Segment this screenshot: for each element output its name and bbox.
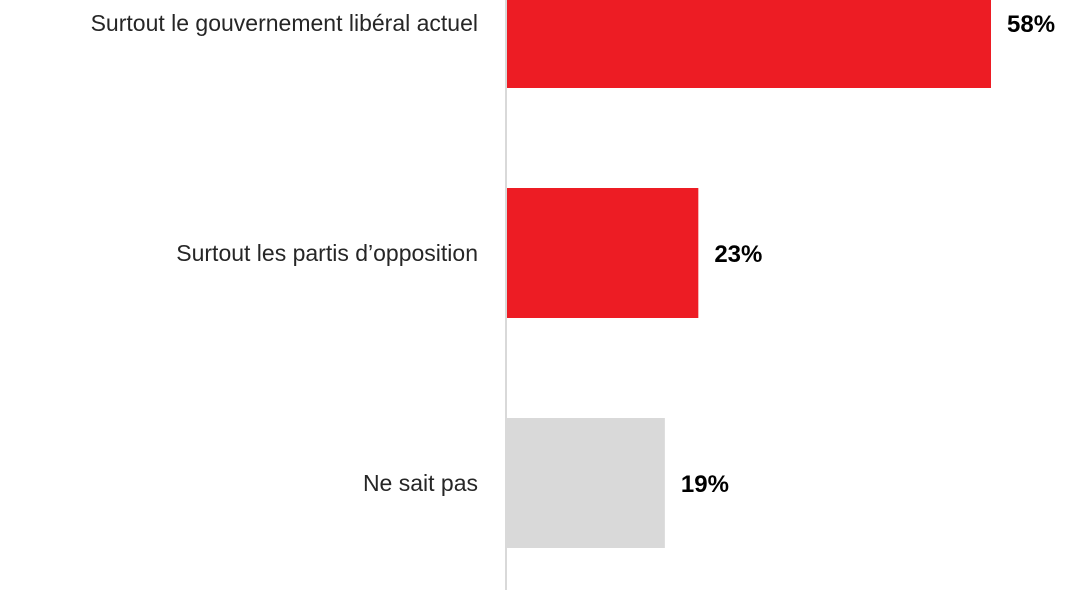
bar-1 (506, 0, 991, 88)
category-labels: Surtout le gouvernement libéral actuel Su… (91, 10, 478, 496)
value-labels: 58% 23% 19% (681, 11, 1055, 498)
category-label-1: Surtout le gouvernement libéral actuel (91, 10, 478, 36)
bars-group (506, 0, 991, 548)
value-label-1: 58% (1007, 11, 1055, 38)
bar-2 (506, 188, 699, 318)
bar-3 (506, 418, 665, 548)
category-label-2: Surtout les partis d’opposition (176, 240, 478, 266)
value-label-3: 19% (681, 471, 729, 498)
category-label-3: Ne sait pas (363, 470, 478, 496)
value-label-2: 23% (714, 241, 762, 268)
